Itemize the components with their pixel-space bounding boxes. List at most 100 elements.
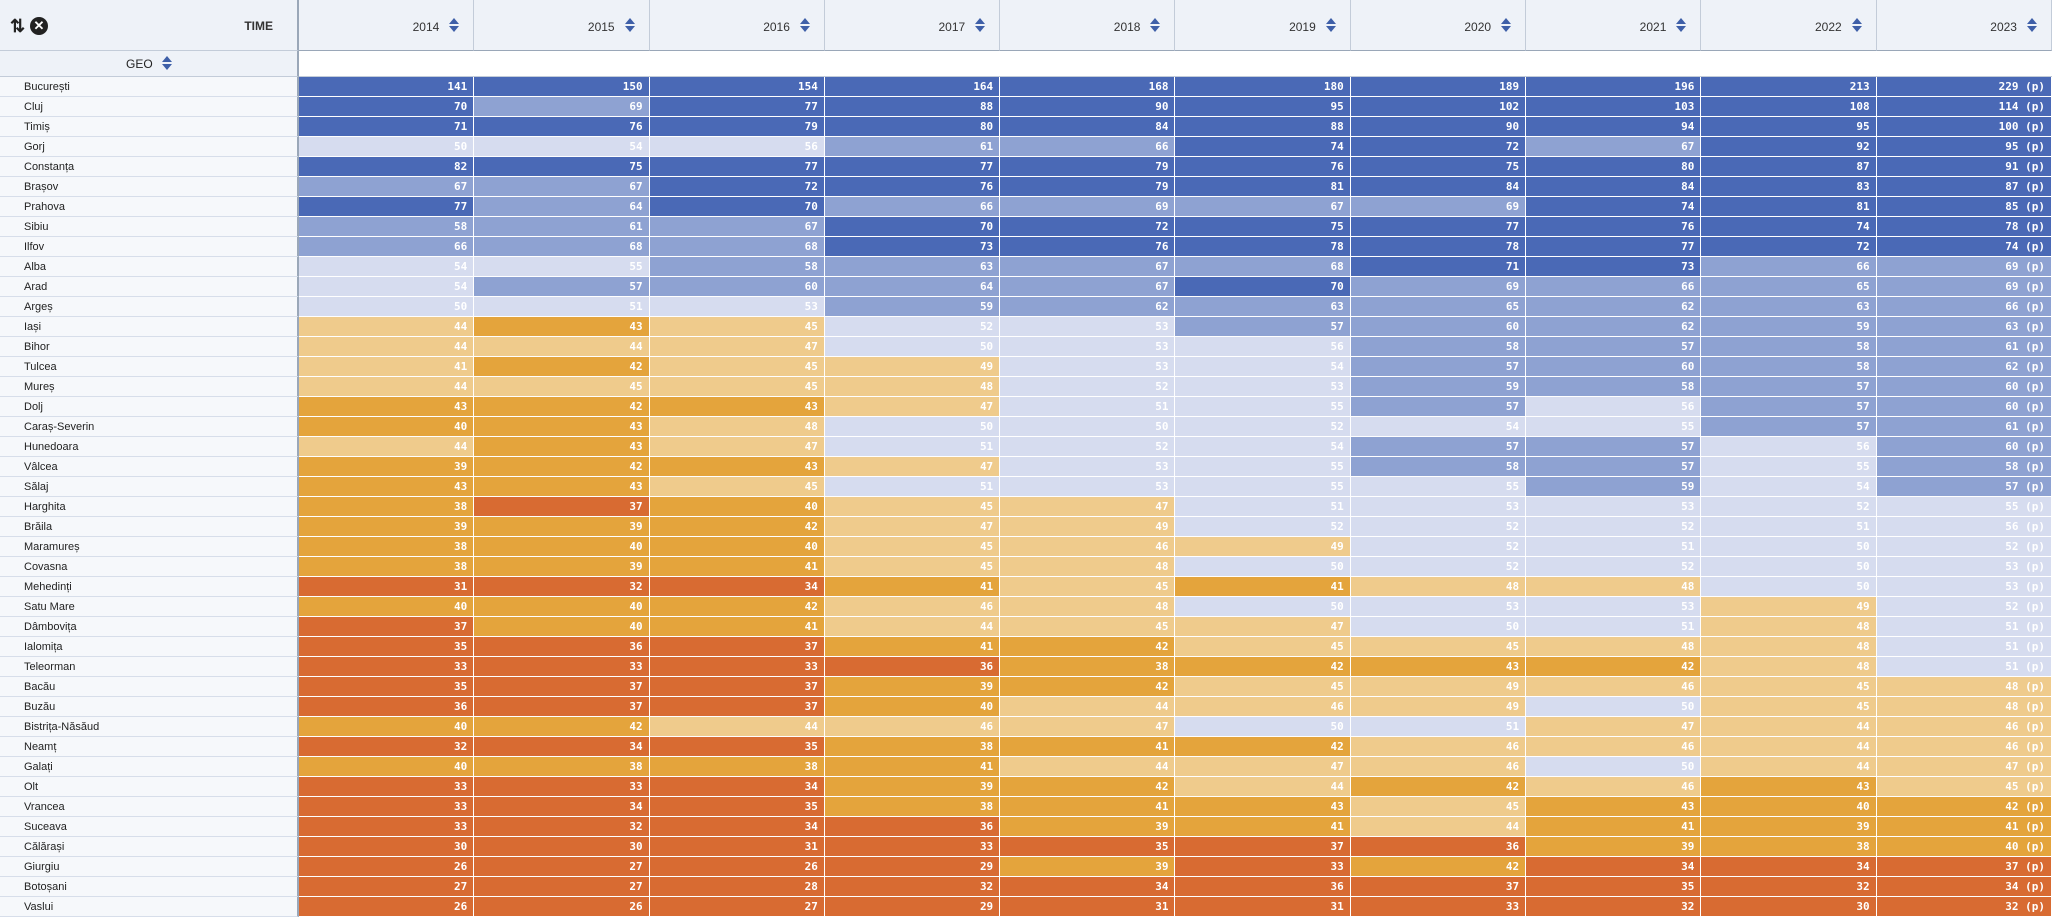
table-cell: 189	[1350, 77, 1527, 97]
sort-icon[interactable]	[1676, 18, 1687, 34]
table-cell: 61	[824, 137, 1001, 157]
table-cell: 35	[1526, 877, 1702, 897]
table-cell: 58	[1526, 377, 1702, 397]
table-cell: 58	[1350, 457, 1527, 477]
table-cell: 72	[1350, 137, 1527, 157]
close-circle-icon[interactable]: ✕	[30, 17, 48, 35]
table-row: 38 39 41 45 48 50 52 52 50 53 (p)	[299, 557, 2052, 577]
column-header-2022[interactable]: 2022	[1701, 0, 1877, 51]
table-cell: 44	[1000, 757, 1176, 777]
sort-icon[interactable]	[799, 18, 810, 34]
table-cell: 46	[1000, 537, 1176, 557]
table-row: 43 42 43 47 51 55 57 56 57 60 (p)	[299, 397, 2052, 417]
table-cell: 57	[1175, 317, 1351, 337]
table-cell: 66	[1526, 277, 1702, 297]
row-header: Buzău	[0, 697, 299, 717]
table-cell: 67	[1000, 257, 1176, 277]
table-cell: 32	[474, 817, 650, 837]
sort-icon[interactable]	[1851, 18, 1862, 34]
year-label: 2022	[1814, 20, 1842, 34]
table-cell: 45	[824, 537, 1001, 557]
table-cell: 42	[1000, 637, 1176, 657]
sort-icon[interactable]	[1501, 18, 1512, 34]
column-header-2014[interactable]: 2014	[299, 0, 475, 51]
table-cell: 38	[824, 737, 1001, 757]
table-cell: 80	[824, 117, 1001, 137]
column-header-2016[interactable]: 2016	[649, 0, 825, 51]
table-cell: 81	[1175, 177, 1351, 197]
table-cell: 41	[824, 757, 1001, 777]
row-header: Sălaj	[0, 477, 299, 497]
table-cell: 45	[474, 377, 650, 397]
row-header: Mehedinți	[0, 577, 299, 597]
table-cell: 69 (p)	[1876, 277, 2052, 297]
table-cell: 42 (p)	[1876, 797, 2052, 817]
sort-icon[interactable]	[2026, 18, 2037, 34]
column-header-2021[interactable]: 2021	[1526, 0, 1702, 51]
column-header-2023[interactable]: 2023	[1876, 0, 2052, 51]
table-cell: 50	[1701, 537, 1877, 557]
table-cell: 42	[649, 517, 825, 537]
table-cell: 37	[474, 497, 650, 517]
table-cell: 30	[299, 837, 475, 857]
table-cell: 26	[299, 897, 475, 917]
column-header-2017[interactable]: 2017	[824, 0, 1001, 51]
column-header-2020[interactable]: 2020	[1350, 0, 1527, 51]
table-cell: 44	[1000, 697, 1176, 717]
table-cell: 40	[299, 717, 475, 737]
table-cell: 28	[649, 877, 825, 897]
sort-icon[interactable]	[624, 18, 635, 34]
grid-body: 141 150 154 164 168 180 189 196 213 229 (p) 70 69 77…	[299, 77, 2052, 917]
table-cell: 58	[1350, 337, 1527, 357]
table-row: 67 67 72 76 79 81 84 84 83 87 (p)	[299, 177, 2052, 197]
table-cell: 57	[1701, 377, 1877, 397]
table-cell: 42	[1350, 857, 1527, 877]
table-cell: 57	[1526, 337, 1702, 357]
table-cell: 46	[1350, 757, 1527, 777]
row-header: Botoșani	[0, 877, 299, 897]
column-header-2019[interactable]: 2019	[1175, 0, 1351, 51]
sort-arrows-icon[interactable]: ⇅	[10, 16, 26, 36]
table-cell: 64	[824, 277, 1001, 297]
table-cell: 44	[299, 437, 475, 457]
table-cell: 30	[1701, 897, 1877, 917]
table-cell: 49	[1175, 537, 1351, 557]
table-cell: 74	[1701, 217, 1877, 237]
table-cell: 53	[1000, 337, 1176, 357]
row-header: Brașov	[0, 177, 299, 197]
sort-icon[interactable]	[1150, 18, 1161, 34]
geo-sort-icon[interactable]	[162, 56, 172, 72]
table-cell: 33	[299, 657, 475, 677]
row-header: Olt	[0, 777, 299, 797]
table-cell: 95 (p)	[1876, 137, 2052, 157]
table-cell: 39	[824, 777, 1001, 797]
sort-icon[interactable]	[449, 18, 460, 34]
table-cell: 95	[1175, 97, 1351, 117]
table-cell: 37	[649, 637, 825, 657]
table-cell: 85 (p)	[1876, 197, 2052, 217]
table-cell: 26	[474, 897, 650, 917]
table-cell: 43	[474, 477, 650, 497]
row-header: Timiș	[0, 117, 299, 137]
table-cell: 54	[474, 137, 650, 157]
table-cell: 45	[1701, 677, 1877, 697]
table-cell: 52	[1000, 437, 1176, 457]
table-cell: 114 (p)	[1876, 97, 2052, 117]
table-cell: 57	[1350, 437, 1527, 457]
column-header-2015[interactable]: 2015	[474, 0, 650, 51]
table-cell: 36	[824, 817, 1001, 837]
row-header: Galați	[0, 757, 299, 777]
sort-icon[interactable]	[1325, 18, 1336, 34]
table-cell: 47	[1526, 717, 1702, 737]
table-cell: 36	[474, 637, 650, 657]
column-header-2018[interactable]: 2018	[1000, 0, 1176, 51]
table-cell: 41 (p)	[1876, 817, 2052, 837]
row-headers: București Cluj Timiș Gorj Constanța Brașov Pra…	[0, 77, 299, 917]
table-cell: 76	[1526, 217, 1702, 237]
table-cell: 51	[824, 477, 1001, 497]
table-cell: 42	[1000, 777, 1176, 797]
sort-icon[interactable]	[975, 18, 986, 34]
table-row: 43 43 45 51 53 55 55 59 54 57 (p)	[299, 477, 2052, 497]
table-cell: 108	[1701, 97, 1877, 117]
row-header: Hunedoara	[0, 437, 299, 457]
